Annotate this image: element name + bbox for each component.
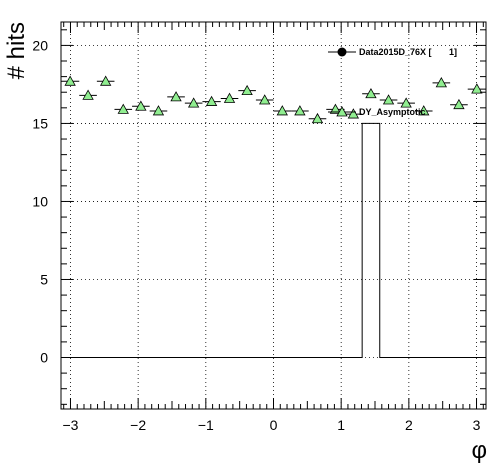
mc-point bbox=[255, 94, 274, 105]
legend-mc-marker bbox=[336, 106, 348, 117]
mc-marker bbox=[276, 105, 288, 116]
mc-marker bbox=[311, 112, 324, 124]
legend-mc-label: DY_Asymptotic bbox=[359, 107, 426, 117]
mc-marker bbox=[471, 83, 483, 94]
x-tick-label: −1 bbox=[198, 417, 214, 433]
x-tick-label: −2 bbox=[130, 417, 146, 433]
y-tick-label: 10 bbox=[32, 193, 48, 209]
mc-marker bbox=[259, 94, 271, 105]
mc-marker bbox=[205, 95, 218, 106]
y-axis-title: # hits bbox=[3, 22, 30, 79]
mc-point bbox=[238, 84, 256, 96]
axis-ticks: −3 −2 −1 0 1 2 3 0 5 10 15 20 bbox=[32, 22, 486, 433]
mc-marker bbox=[453, 98, 465, 110]
mc-marker bbox=[152, 105, 165, 116]
mc-point bbox=[132, 100, 150, 111]
mc-point bbox=[114, 103, 133, 114]
x-tick-label: 0 bbox=[270, 417, 278, 433]
y-tick-label: 5 bbox=[40, 271, 48, 287]
mc-point bbox=[344, 108, 363, 119]
mc-point bbox=[79, 89, 97, 100]
x-axis-title: φ bbox=[471, 437, 487, 464]
mc-point bbox=[184, 97, 203, 108]
mc-point bbox=[61, 75, 80, 86]
mc-marker bbox=[365, 87, 377, 99]
mc-point bbox=[291, 105, 309, 116]
mc-point bbox=[414, 105, 433, 116]
mc-marker bbox=[294, 105, 306, 116]
mc-point bbox=[362, 87, 380, 99]
mc-marker bbox=[117, 103, 129, 114]
x-tick-label: −3 bbox=[62, 417, 78, 433]
legend-data-label: Data2015D_76X [ 1] bbox=[359, 47, 457, 57]
y-tick-label: 15 bbox=[32, 115, 48, 131]
mc-point bbox=[149, 105, 168, 116]
mc-point bbox=[432, 77, 451, 88]
data-histogram bbox=[61, 122, 486, 359]
mc-point bbox=[308, 112, 327, 124]
data-histogram-outline bbox=[61, 122, 486, 359]
mc-point bbox=[467, 83, 486, 94]
mc-point bbox=[202, 95, 221, 106]
mc-point bbox=[397, 97, 415, 108]
mc-marker bbox=[418, 105, 430, 116]
x-tick-label: 3 bbox=[473, 417, 481, 433]
legend: Data2015D_76X [ 1] DY_Asymptotic bbox=[328, 47, 457, 117]
y-tick-label: 0 bbox=[40, 350, 48, 366]
legend-data-marker bbox=[337, 47, 347, 57]
mc-point bbox=[379, 94, 398, 105]
mc-point bbox=[220, 92, 239, 103]
mc-marker bbox=[64, 75, 76, 86]
x-tick-label: 1 bbox=[337, 417, 345, 433]
x-tick-label: 2 bbox=[405, 417, 413, 433]
mc-marker bbox=[82, 89, 94, 100]
mc-marker bbox=[435, 77, 448, 88]
mc-marker bbox=[382, 94, 395, 105]
mc-marker bbox=[329, 103, 342, 114]
mc-marker bbox=[99, 75, 112, 86]
mc-marker bbox=[241, 84, 253, 96]
mc-marker bbox=[223, 92, 236, 103]
mc-marker bbox=[135, 100, 147, 111]
mc-marker bbox=[347, 108, 360, 119]
mc-marker bbox=[187, 97, 200, 108]
mc-point bbox=[96, 75, 115, 86]
mc-markers bbox=[61, 75, 486, 124]
mc-point bbox=[450, 98, 468, 110]
mc-marker bbox=[170, 91, 182, 102]
y-tick-label: 20 bbox=[32, 37, 48, 53]
mc-point bbox=[167, 91, 185, 102]
mc-point bbox=[273, 105, 292, 116]
mc-marker bbox=[400, 97, 412, 108]
